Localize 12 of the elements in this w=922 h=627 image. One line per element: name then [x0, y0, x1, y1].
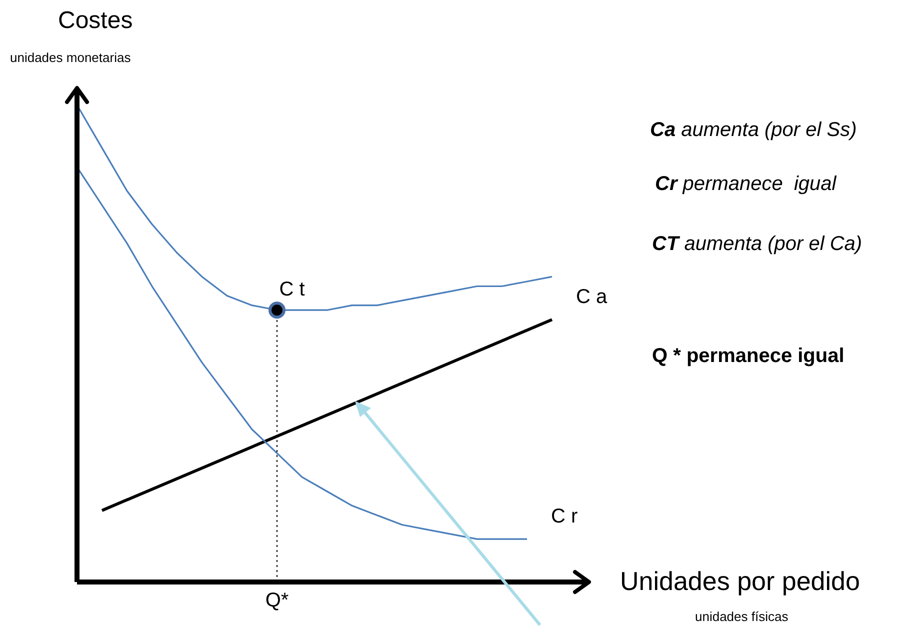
text: CT aumenta (por el Ca): [652, 233, 862, 255]
series-label: C a: [576, 286, 608, 308]
text: Q*: [265, 590, 289, 612]
text: Q * permanece igual: [652, 345, 844, 367]
text: Ca aumenta (por el Ss): [650, 119, 857, 141]
series-label: C r: [551, 506, 578, 528]
y-axis-title: Costes: [58, 7, 133, 34]
text: unidades monetarias: [10, 50, 132, 65]
series-label: C t: [279, 278, 306, 301]
text: Cr permanece igual: [655, 173, 837, 195]
x-axis-title: Unidades por pedido: [620, 566, 860, 596]
text: unidades físicas: [695, 609, 789, 624]
